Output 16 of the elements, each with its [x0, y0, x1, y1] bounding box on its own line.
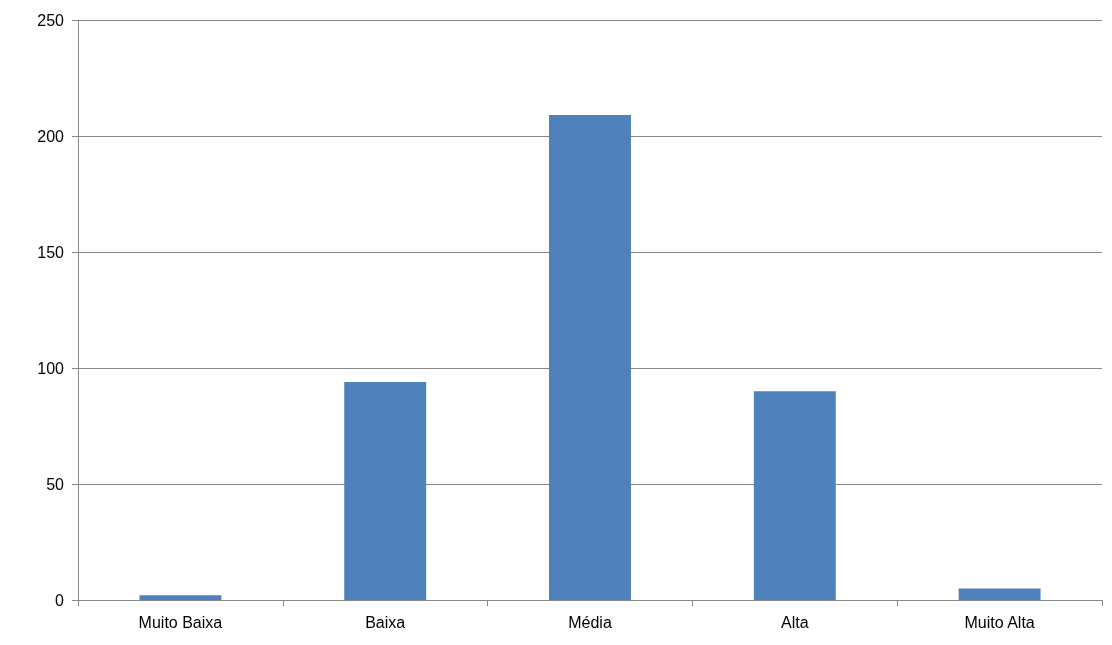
y-tick-label: 150	[37, 243, 65, 261]
y-tick-label: 50	[46, 475, 65, 493]
bar	[753, 391, 836, 600]
y-tick-label: 200	[37, 127, 65, 145]
y-tick-label: 100	[37, 359, 65, 377]
y-tick-label: 250	[37, 11, 65, 29]
x-tick-label: Média	[568, 613, 612, 631]
bar	[344, 381, 427, 600]
y-tick-label: 0	[55, 591, 65, 609]
x-tick-label: Alta	[781, 613, 809, 631]
x-tick-label: Muito Alta	[964, 613, 1035, 631]
bar	[139, 595, 222, 600]
x-tick-label: Muito Baixa	[138, 613, 223, 631]
x-tick-label: Baixa	[365, 613, 406, 631]
bar	[549, 115, 631, 600]
bar	[958, 588, 1041, 600]
